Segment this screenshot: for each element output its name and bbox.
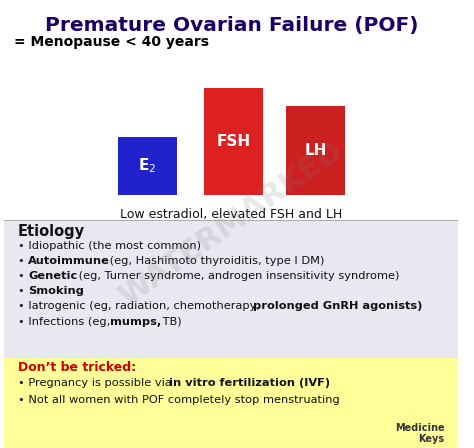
Text: • Iatrogenic (eg, radiation, chemotherapy,: • Iatrogenic (eg, radiation, chemotherap… [18,302,264,311]
Text: = Menopause < 40 years: = Menopause < 40 years [14,35,209,49]
FancyBboxPatch shape [286,106,345,195]
Text: • Infections (eg,: • Infections (eg, [18,317,114,327]
Text: WATERMARKED: WATERMARKED [114,136,348,312]
Text: •: • [18,271,28,281]
Text: prolonged GnRH agonists): prolonged GnRH agonists) [253,302,423,311]
Text: mumps,: mumps, [110,317,161,327]
Text: Autoimmune: Autoimmune [28,256,110,266]
Text: Low estradiol, elevated FSH and LH: Low estradiol, elevated FSH and LH [120,208,343,221]
Text: (eg, Hashimoto thyroiditis, type I DM): (eg, Hashimoto thyroiditis, type I DM) [107,256,325,266]
Text: FSH: FSH [217,134,251,149]
Text: Medicine
Keys: Medicine Keys [395,423,445,444]
Text: •: • [18,256,28,266]
Text: E$_2$: E$_2$ [138,157,156,176]
Text: Premature Ovarian Failure (POF): Premature Ovarian Failure (POF) [45,16,418,34]
Text: (eg, Turner syndrome, androgen insensitivity syndrome): (eg, Turner syndrome, androgen insensiti… [75,271,400,281]
Text: Smoking: Smoking [28,286,84,296]
FancyBboxPatch shape [204,88,263,195]
Text: •: • [18,286,28,296]
Text: Genetic: Genetic [28,271,77,281]
Text: Don’t be tricked:: Don’t be tricked: [18,361,136,374]
Text: • Idiopathic (the most common): • Idiopathic (the most common) [18,241,201,251]
Text: in vitro fertilization (IVF): in vitro fertilization (IVF) [169,378,330,388]
Text: • Not all women with POF completely stop menstruating: • Not all women with POF completely stop… [18,396,340,405]
FancyBboxPatch shape [118,137,177,195]
Text: LH: LH [304,143,327,158]
FancyBboxPatch shape [4,358,458,447]
Text: Etiology: Etiology [18,224,85,239]
Text: • Pregnancy is possible via: • Pregnancy is possible via [18,378,175,388]
Text: TB): TB) [159,317,182,327]
FancyBboxPatch shape [4,220,458,360]
